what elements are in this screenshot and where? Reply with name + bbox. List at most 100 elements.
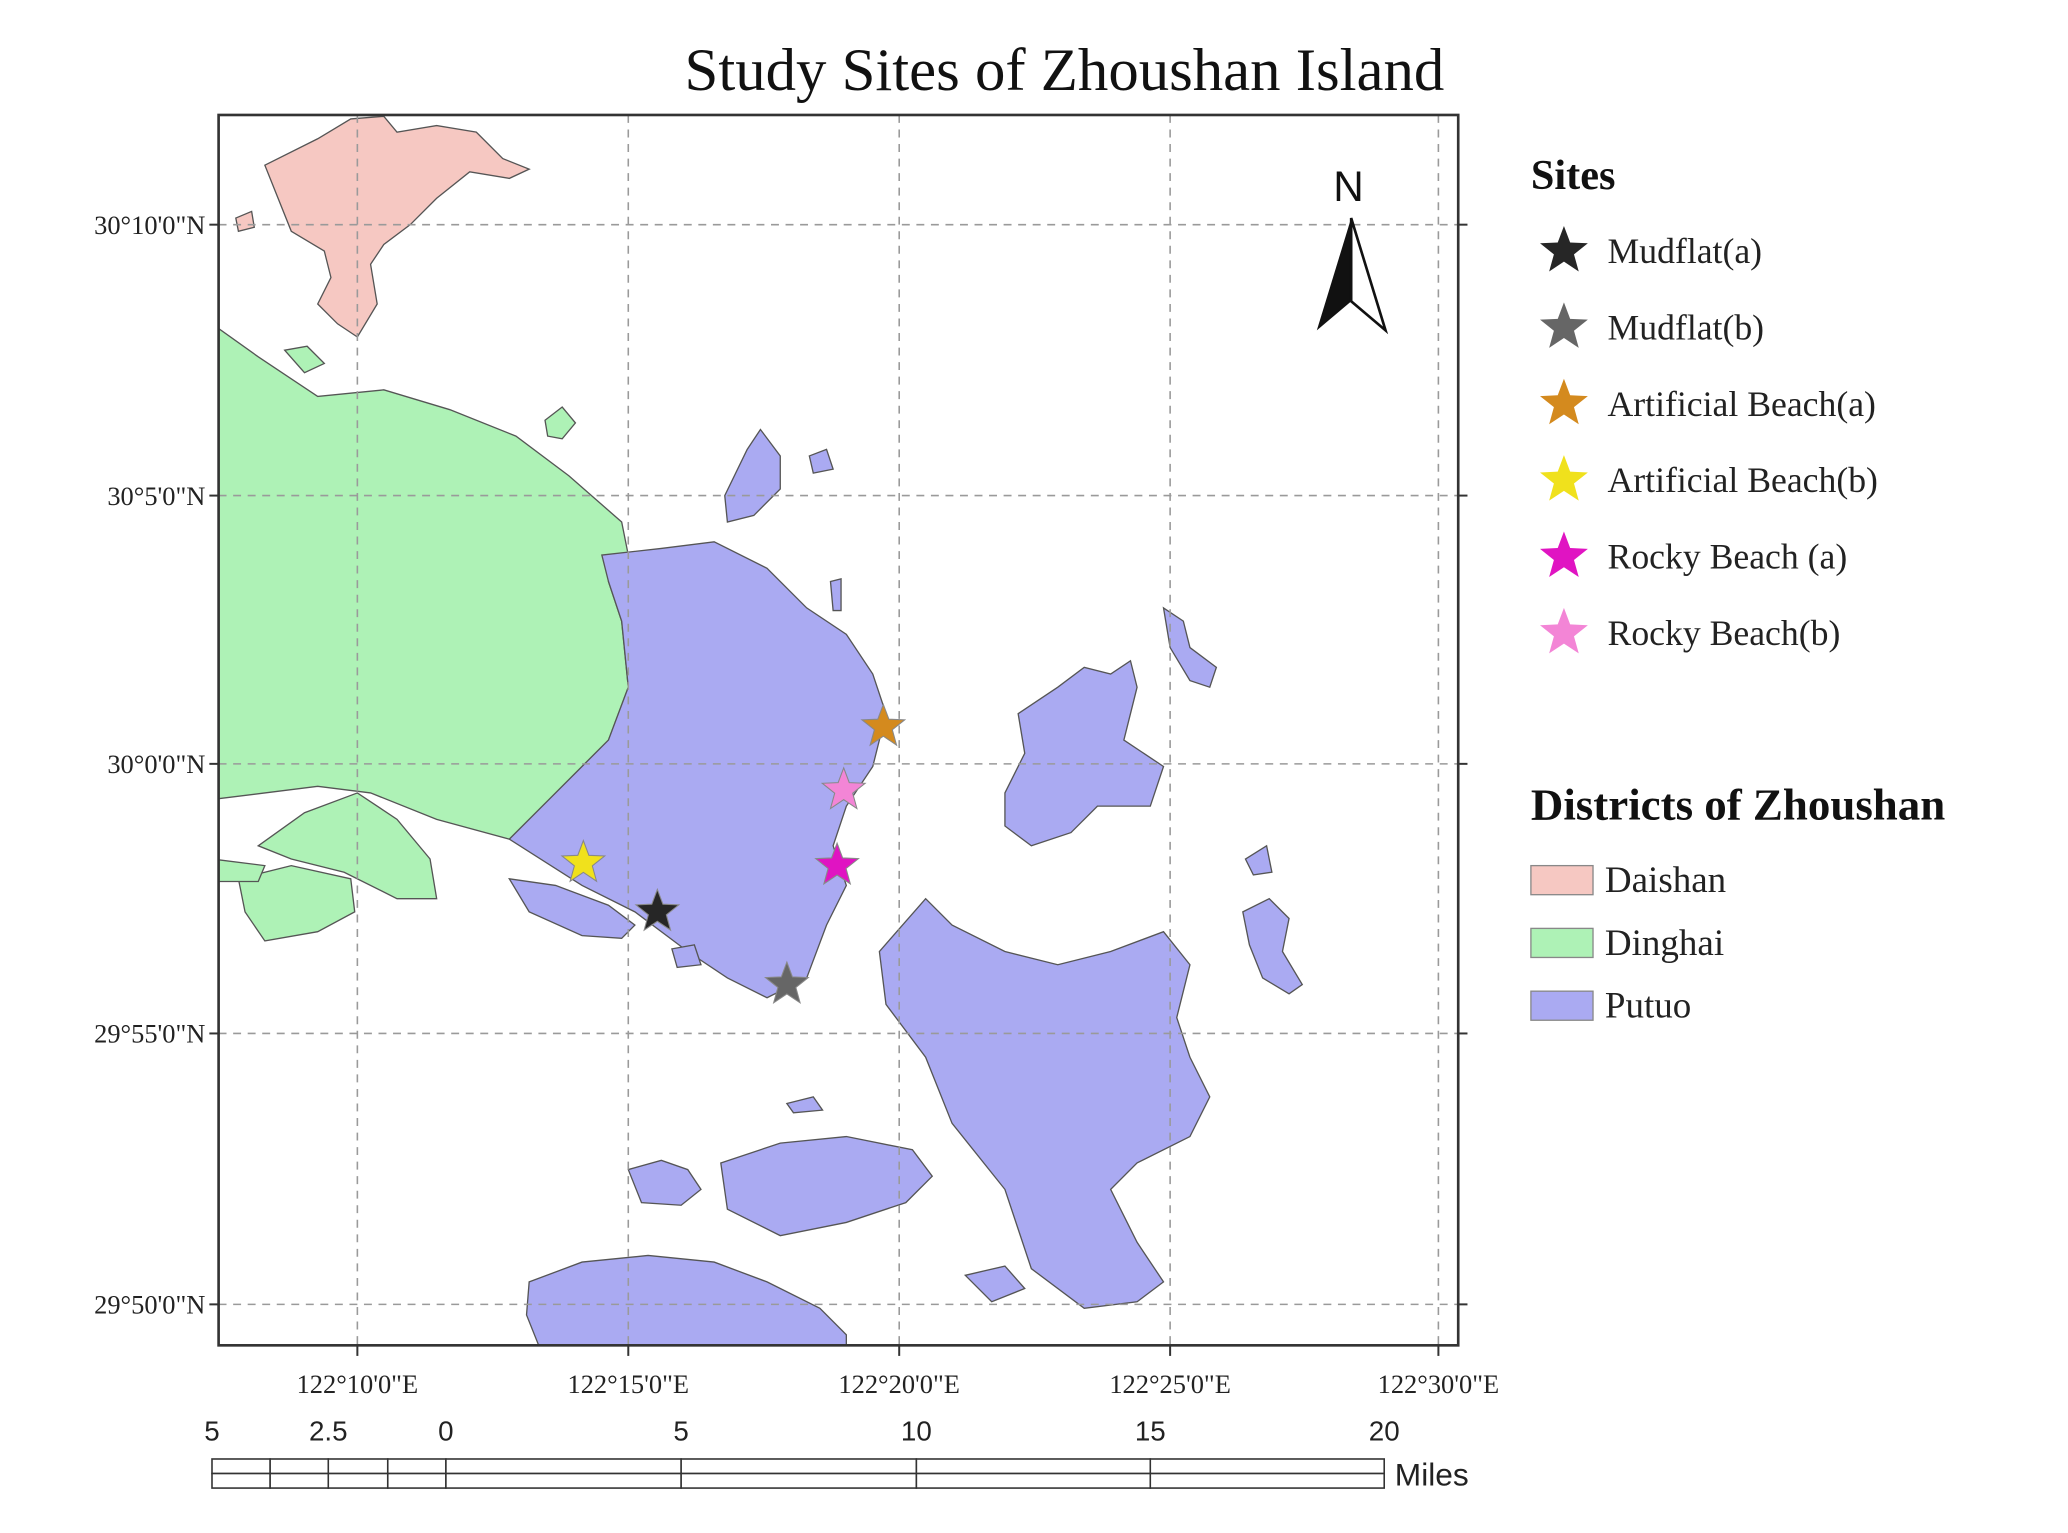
dinghai-island	[218, 859, 266, 883]
site-star	[820, 766, 867, 810]
legend-swatch	[1530, 864, 1594, 896]
dinghai-island	[237, 864, 356, 942]
site-marker	[820, 766, 867, 810]
lat-label: 29°50'0"N	[94, 1290, 205, 1320]
legend-star	[1540, 225, 1588, 272]
north-label: N	[1333, 163, 1364, 210]
dinghai-islet	[283, 345, 326, 374]
legend-label: Artificial Beach(b)	[1608, 460, 1878, 500]
daishan-land	[264, 115, 531, 338]
legend-star	[1540, 531, 1588, 577]
putuo-islet	[963, 1265, 1026, 1303]
putuo-islet	[808, 448, 834, 474]
scale-label: 2.5	[309, 1415, 348, 1446]
site-marker	[814, 841, 860, 886]
lon-label: 122°20'0"E	[838, 1369, 960, 1399]
scale-bar: 5 2.5 0 5 10 15 20 Miles	[204, 1415, 1468, 1492]
putuo-islet	[829, 577, 842, 612]
putuo-island	[1004, 659, 1165, 847]
site-markers	[560, 702, 907, 1005]
site-marker	[560, 839, 607, 883]
putuo-island	[720, 1135, 934, 1237]
lat-label: 29°55'0"N	[94, 1019, 205, 1049]
legend-label: Rocky Beach (a)	[1608, 537, 1848, 577]
daishan-islet	[235, 210, 256, 233]
putuo-island	[724, 428, 781, 523]
scale-label: 0	[438, 1415, 453, 1446]
scale-segment	[386, 1458, 447, 1475]
legend-label: Dinghai	[1605, 923, 1724, 964]
dinghai-island	[256, 792, 438, 900]
legend-label: Artificial Beach(a)	[1608, 384, 1876, 424]
scale-segment	[1149, 1458, 1386, 1475]
site-star	[860, 702, 907, 747]
lon-label: 122°25'0"E	[1109, 1369, 1231, 1399]
site-marker	[764, 960, 810, 1005]
putuo-islet	[671, 944, 702, 969]
putuo-islet	[785, 1096, 824, 1114]
lon-label: 122°15'0"E	[568, 1369, 690, 1399]
site-marker	[634, 887, 681, 932]
legend-swatch	[1530, 927, 1594, 959]
scale-segment	[269, 1472, 330, 1489]
scale-segment	[680, 1458, 918, 1475]
north-arrow-light	[1349, 217, 1389, 335]
coordinate-labels: 30°10'0"N 30°5'0"N 30°0'0"N 29°55'0"N 29°50'…	[94, 210, 1499, 1399]
scale-segment	[327, 1458, 389, 1475]
legend-label: Rocky Beach(b)	[1608, 613, 1841, 653]
site-star	[560, 839, 607, 883]
scale-label: 5	[204, 1415, 219, 1446]
scale-segment	[386, 1472, 447, 1489]
scale-segment	[211, 1458, 271, 1475]
north-arrow-dark	[1316, 218, 1352, 331]
scale-segment	[915, 1458, 1152, 1475]
scale-segment	[445, 1458, 682, 1475]
putuo-islet	[1244, 844, 1273, 876]
lon-label: 122°30'0"E	[1378, 1369, 1500, 1399]
lat-label: 30°5'0"N	[107, 481, 205, 511]
scale-segment	[680, 1472, 918, 1489]
map-area	[218, 114, 1459, 1346]
scale-segment	[1149, 1472, 1386, 1489]
legend-label: Daishan	[1605, 860, 1726, 901]
putuo-island	[878, 897, 1211, 1310]
scale-label: 5	[673, 1415, 688, 1446]
putuo-main-island	[508, 541, 887, 999]
lat-label: 30°10'0"N	[94, 210, 205, 240]
legend-swatch	[1530, 990, 1594, 1021]
site-star	[634, 887, 681, 932]
legend-label: Mudflat(b)	[1608, 307, 1765, 347]
legend-title: Sites	[1531, 152, 1616, 199]
legend-star	[1540, 378, 1588, 425]
scale-label: 20	[1369, 1415, 1400, 1446]
putuo-island	[525, 1254, 848, 1346]
legend-star	[1540, 302, 1588, 348]
legend-label: Putuo	[1605, 986, 1691, 1027]
putuo-island	[1242, 897, 1304, 995]
scale-label: 15	[1135, 1415, 1166, 1446]
scale-unit: Miles	[1395, 1456, 1469, 1492]
scale-segment	[327, 1472, 389, 1489]
lon-label: 122°10'0"E	[297, 1369, 419, 1399]
lat-label: 30°0'0"N	[107, 749, 205, 779]
scale-segment	[269, 1458, 330, 1475]
legend-label: Mudflat(a)	[1608, 231, 1763, 271]
site-star	[814, 841, 860, 886]
putuo-island	[627, 1159, 702, 1206]
legend: Sites Mudflat(a) Mudflat(b) Artificial Beac…	[1530, 152, 1945, 1027]
dinghai-islet	[544, 406, 577, 440]
scale-label: 10	[901, 1415, 932, 1446]
legend-star	[1540, 607, 1588, 654]
legend-title: Districts of Zhoushan	[1531, 779, 1945, 829]
putuo-island	[1162, 606, 1218, 689]
legend-star	[1540, 455, 1588, 501]
site-marker	[860, 702, 907, 747]
map-title: Study Sites of Zhoushan Island	[685, 37, 1445, 104]
graticule	[218, 114, 1459, 1346]
map-frame	[217, 113, 1460, 1347]
scale-segment	[915, 1472, 1152, 1489]
scale-segment	[211, 1472, 271, 1489]
site-star	[764, 960, 810, 1005]
